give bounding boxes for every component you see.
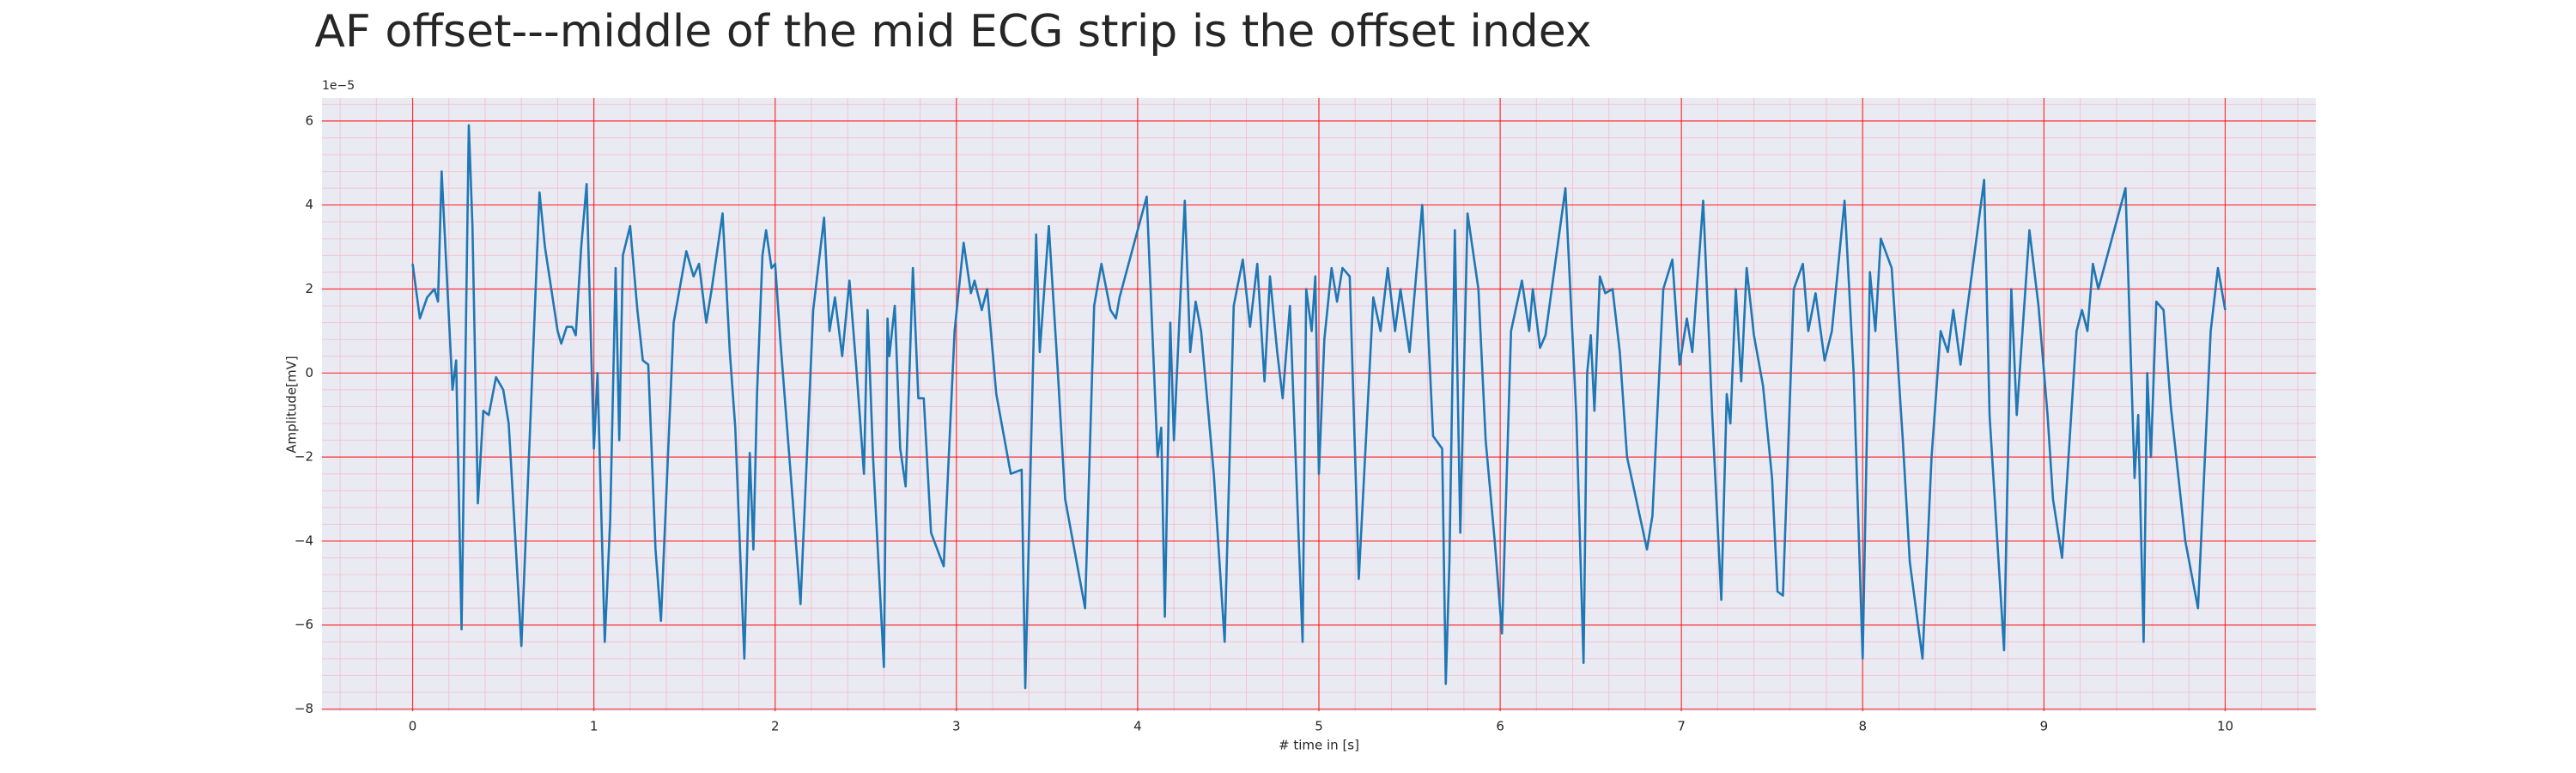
x-axis-label: # time in [s] xyxy=(1279,738,1359,753)
y-tick-label: 0 xyxy=(305,365,313,380)
y-tick-label: −8 xyxy=(295,701,313,716)
y-tick-label: 2 xyxy=(305,281,313,296)
y-tick-label: −4 xyxy=(295,533,313,548)
x-tick-label: 9 xyxy=(2040,719,2049,734)
x-tick-label: 3 xyxy=(952,719,961,734)
signal-line xyxy=(411,124,2227,690)
x-tick-label: 1 xyxy=(590,719,598,734)
x-tick-label: 2 xyxy=(771,719,780,734)
x-tick-label: 6 xyxy=(1496,719,1504,734)
x-tick-label: 8 xyxy=(1858,719,1867,734)
x-tick-label: 4 xyxy=(1133,719,1142,734)
y-axis-label: Amplitude[mV] xyxy=(284,356,300,453)
x-tick-label: 10 xyxy=(2217,719,2233,734)
x-tick-label: 7 xyxy=(1677,719,1686,734)
y-tick-label: 4 xyxy=(305,197,313,212)
chart-title: AF offset---middle of the mid ECG strip … xyxy=(314,6,1591,58)
x-tick-label: 5 xyxy=(1315,719,1323,734)
y-tick-label: 6 xyxy=(305,113,313,128)
y-tick-label: −2 xyxy=(295,449,313,465)
x-tick-label: 0 xyxy=(409,719,417,734)
y-tick-label: −6 xyxy=(295,617,313,632)
marks xyxy=(411,124,2227,690)
offset-label: 1e−5 xyxy=(322,79,355,93)
